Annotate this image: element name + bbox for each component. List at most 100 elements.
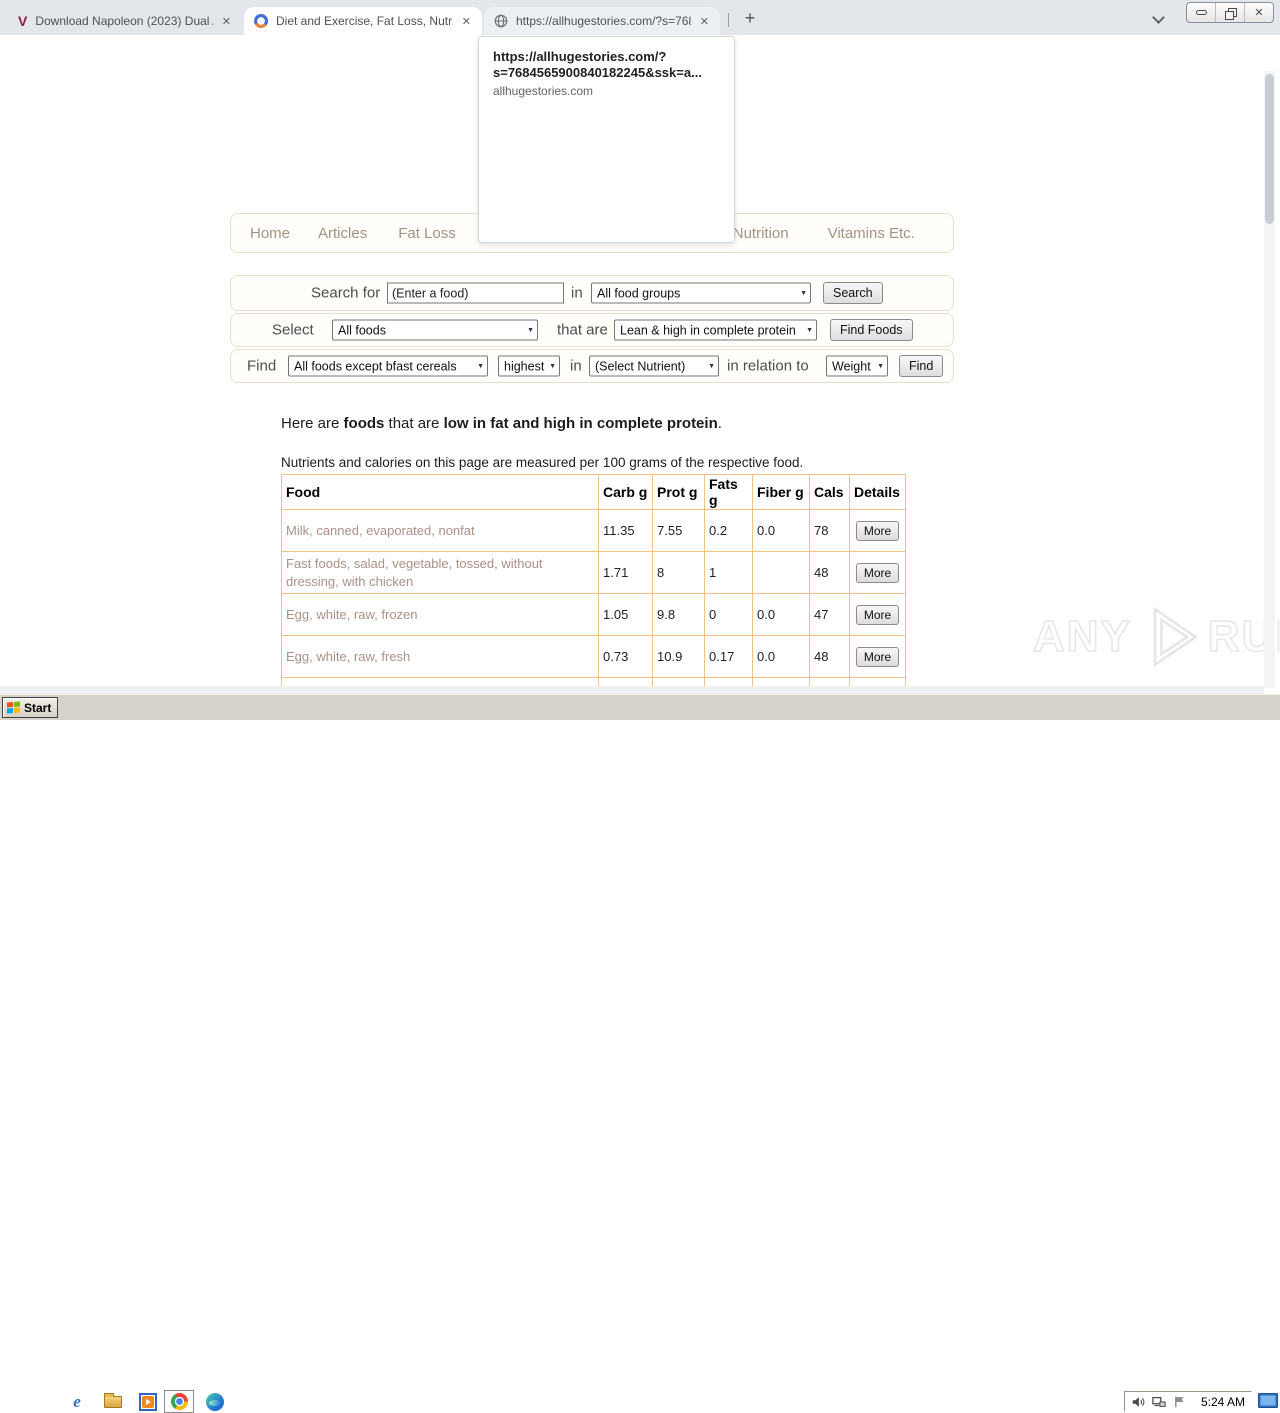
close-tab-icon[interactable]: ✕ bbox=[699, 15, 709, 28]
carb-value: 0.73 bbox=[598, 635, 653, 678]
food-name: Egg, white, raw, frozen bbox=[281, 593, 599, 636]
tab-strip: V Download Napoleon (2023) Dual Aud ✕ Di… bbox=[0, 0, 1280, 35]
more-button[interactable]: More bbox=[855, 646, 900, 667]
anyrun-watermark: ANY RUN bbox=[1032, 604, 1280, 670]
more-button[interactable]: More bbox=[855, 520, 900, 541]
internet-explorer-icon[interactable]: e bbox=[73, 1392, 81, 1411]
new-tab-button[interactable]: + bbox=[744, 8, 756, 28]
food-name: Fast foods, salad, vegetable, tossed, wi… bbox=[281, 551, 599, 594]
col-carb: Carb g bbox=[598, 474, 653, 510]
tab-divider bbox=[728, 13, 729, 27]
nav-item-home[interactable]: Home bbox=[250, 224, 291, 242]
taskbar: Start e 5:24 AM bbox=[0, 694, 1280, 1413]
scrollbar-thumb[interactable] bbox=[1265, 74, 1274, 224]
flag-icon[interactable] bbox=[1173, 1395, 1186, 1409]
chrome-taskbar-button[interactable] bbox=[164, 1390, 194, 1413]
table-row: Egg, white, raw, frozen 1.05 9.8 0 0.0 4… bbox=[281, 593, 906, 636]
window-controls: ✕ bbox=[1186, 2, 1274, 23]
col-fiber: Fiber g bbox=[752, 474, 810, 510]
all-foods-select[interactable]: All foods bbox=[332, 319, 538, 341]
close-button[interactable]: ✕ bbox=[1245, 3, 1273, 22]
criteria-select[interactable]: Lean & high in complete protein bbox=[614, 319, 817, 341]
globe-favicon bbox=[494, 14, 508, 28]
find-label: Find bbox=[247, 357, 277, 375]
in-label: in bbox=[571, 284, 583, 302]
folder-icon[interactable] bbox=[102, 1392, 124, 1412]
restore-button[interactable] bbox=[1216, 3, 1245, 22]
media-player-icon[interactable] bbox=[137, 1392, 159, 1412]
table-header-row: Food Carb g Prot g Fats g Fiber g Cals D… bbox=[281, 474, 906, 510]
in-relation-to-label: in relation to bbox=[727, 357, 809, 375]
spartafit-favicon bbox=[254, 14, 268, 28]
tab-title: Download Napoleon (2023) Dual Aud bbox=[35, 14, 212, 28]
table-row: Milk, canned, evaporated, nonfat 11.35 7… bbox=[281, 509, 906, 552]
cals-value: 78 bbox=[809, 509, 850, 552]
restore-icon bbox=[1225, 7, 1237, 20]
food-results-table: Food Carb g Prot g Fats g Fiber g Cals D… bbox=[281, 474, 906, 694]
select-form: Select All foods that are Lean & high in… bbox=[230, 313, 954, 347]
vertical-scrollbar[interactable] bbox=[1264, 71, 1275, 688]
fiber-value: 0.0 bbox=[752, 593, 810, 636]
prot-value: 9.8 bbox=[652, 593, 705, 636]
fats-value: 0 bbox=[704, 593, 753, 636]
network-icon[interactable] bbox=[1152, 1395, 1166, 1409]
hover-card-url-line2: s=7684565900840182245&ssk=a... bbox=[493, 65, 702, 80]
table-row: Egg, white, raw, fresh 0.73 10.9 0.17 0.… bbox=[281, 635, 906, 678]
fiber-value: 0.0 bbox=[752, 509, 810, 552]
fats-value: 0.2 bbox=[704, 509, 753, 552]
minimize-icon bbox=[1195, 10, 1207, 15]
prot-value: 8 bbox=[652, 551, 705, 594]
prot-value: 7.55 bbox=[652, 509, 705, 552]
speaker-icon[interactable] bbox=[1131, 1395, 1145, 1409]
find-foods-button[interactable]: Find Foods bbox=[830, 319, 913, 341]
carb-value: 11.35 bbox=[598, 509, 653, 552]
nav-item-fat-loss[interactable]: Fat Loss bbox=[398, 224, 456, 242]
minimize-button[interactable] bbox=[1187, 3, 1216, 22]
fats-value: 1 bbox=[704, 551, 753, 594]
nav-item-nutrition[interactable]: Nutrition bbox=[732, 224, 789, 242]
more-button[interactable]: More bbox=[855, 604, 900, 625]
food-scope-select[interactable]: All foods except bfast cereals bbox=[288, 355, 488, 377]
fats-value: 0.17 bbox=[704, 635, 753, 678]
food-group-select[interactable]: All food groups bbox=[591, 282, 811, 304]
webpage-content: Home Articles Fat Loss Nutrition Vitamin… bbox=[0, 70, 1264, 694]
tab-allhugestories[interactable]: https://allhugestories.com/?s=7684 ✕ bbox=[484, 7, 720, 35]
food-name: Egg, white, raw, fresh bbox=[281, 635, 599, 678]
tab-search-chevron-icon[interactable] bbox=[1152, 11, 1165, 24]
start-button[interactable]: Start bbox=[2, 697, 58, 718]
nav-item-articles[interactable]: Articles bbox=[318, 224, 368, 242]
fiber-value: 0.0 bbox=[752, 635, 810, 678]
nutrient-select[interactable]: (Select Nutrient) bbox=[589, 355, 719, 377]
tab-napoleon[interactable]: V Download Napoleon (2023) Dual Aud ✕ bbox=[8, 7, 242, 35]
food-name: Milk, canned, evaporated, nonfat bbox=[281, 509, 599, 552]
v-logo-favicon: V bbox=[18, 13, 28, 29]
col-prot: Prot g bbox=[652, 474, 705, 510]
more-button[interactable]: More bbox=[855, 562, 900, 583]
col-food: Food bbox=[281, 474, 599, 510]
horizontal-scrollbar[interactable] bbox=[0, 686, 1264, 694]
tab-title: https://allhugestories.com/?s=7684 bbox=[516, 14, 691, 28]
cals-value: 47 bbox=[809, 593, 850, 636]
that-are-label: that are bbox=[557, 321, 608, 339]
hover-card-domain: allhugestories.com bbox=[493, 84, 594, 98]
carb-value: 1.71 bbox=[598, 551, 653, 594]
tab-title: Diet and Exercise, Fat Loss, Nutritio bbox=[276, 14, 453, 28]
food-search-input[interactable] bbox=[387, 282, 564, 304]
chrome-icon bbox=[170, 1393, 188, 1410]
prot-value: 10.9 bbox=[652, 635, 705, 678]
tab-hover-card: https://allhugestories.com/? s=768456590… bbox=[478, 36, 735, 243]
highest-select[interactable]: highest bbox=[498, 355, 560, 377]
anyrun-play-icon bbox=[1153, 606, 1198, 668]
results-lead-text: Here are foods that are low in fat and h… bbox=[281, 415, 722, 432]
relation-select[interactable]: Weight bbox=[826, 355, 888, 377]
search-button[interactable]: Search bbox=[823, 282, 883, 304]
show-desktop-icon[interactable] bbox=[1258, 1393, 1278, 1409]
edge-icon[interactable] bbox=[204, 1392, 226, 1412]
close-tab-icon[interactable]: ✕ bbox=[461, 15, 471, 28]
find-button[interactable]: Find bbox=[899, 355, 944, 377]
close-tab-icon[interactable]: ✕ bbox=[221, 15, 231, 28]
tab-diet-exercise[interactable]: Diet and Exercise, Fat Loss, Nutritio ✕ bbox=[244, 7, 482, 35]
windows-flag-icon bbox=[7, 701, 20, 714]
nav-item-vitamins[interactable]: Vitamins Etc. bbox=[827, 224, 915, 242]
select-label: Select bbox=[272, 321, 314, 339]
